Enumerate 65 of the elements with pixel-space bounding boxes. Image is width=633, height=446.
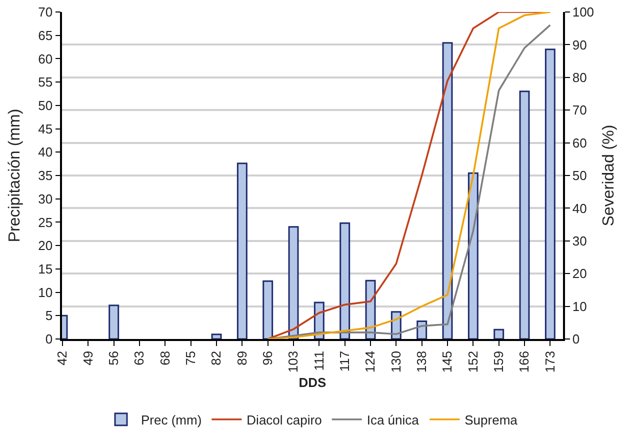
x-tick-label: 96 — [260, 350, 276, 366]
bar — [468, 172, 478, 339]
x-tick-label: 82 — [208, 350, 224, 366]
y2-tick-label: 50 — [572, 168, 587, 184]
y2-tick-label: 10 — [572, 298, 587, 314]
x-axis-title: DDS — [298, 374, 327, 390]
y-tick-label: 0 — [45, 332, 53, 347]
x-tick-label: 89 — [234, 350, 250, 366]
y-tick-label: 45 — [38, 121, 53, 136]
x-tick-label: 42 — [54, 350, 70, 366]
y-tick-label: 60 — [38, 51, 53, 66]
bar — [519, 90, 530, 339]
x-tick-label: 63 — [132, 350, 147, 366]
bar — [211, 334, 222, 339]
y2-tick-label: 20 — [572, 266, 587, 282]
y2-tick-label: 40 — [572, 200, 587, 216]
y2-tick-label: 30 — [572, 233, 587, 248]
x-tick-label: 49 — [80, 350, 96, 366]
bar — [544, 48, 556, 339]
x-tick-label: 130 — [388, 350, 404, 373]
x-tick-label: 145 — [440, 350, 455, 373]
y-tick-label: 65 — [38, 28, 53, 43]
x-tick-label: 68 — [157, 350, 172, 366]
y-tick-label: 70 — [38, 4, 53, 20]
bar — [442, 42, 453, 339]
y-axis-title: Precipitación (mm) — [6, 108, 24, 242]
y2-tick-label: 0 — [572, 332, 580, 347]
x-tick-label: 124 — [362, 350, 378, 373]
x-tick-label: 138 — [414, 350, 430, 373]
x-tick-label: 103 — [286, 350, 301, 373]
y2-tick-label: 80 — [572, 70, 587, 85]
y-tick-label: 10 — [38, 284, 53, 300]
legend-label: Prec (mm) — [141, 412, 202, 428]
y-tick-label: 40 — [38, 144, 53, 160]
y-tick-label: 25 — [38, 214, 53, 230]
bar — [288, 226, 299, 339]
bar — [416, 320, 428, 339]
x-tick-label: 159 — [491, 350, 506, 373]
legend-label: Diacol capiro — [246, 412, 322, 428]
y-tick-label: 35 — [38, 168, 53, 184]
x-tick-label: 152 — [465, 350, 480, 373]
y2-tick-label: 90 — [572, 37, 587, 52]
bar — [262, 280, 274, 339]
x-tick-label: 117 — [337, 350, 352, 372]
x-tick-label: 111 — [311, 350, 326, 371]
x-tick-label: 75 — [183, 350, 198, 366]
y2-tick-label: 100 — [572, 4, 594, 20]
legend-label: Ica única — [366, 412, 420, 428]
y2-tick-label: 70 — [572, 102, 587, 118]
bar — [108, 304, 120, 339]
y-tick-label: 50 — [38, 98, 53, 113]
y-tick-label: 20 — [38, 238, 53, 254]
legend-label: Suprema — [464, 412, 518, 428]
y-tick-label: 30 — [38, 191, 53, 206]
x-tick-label: 173 — [542, 350, 558, 373]
x-tick-label: 166 — [516, 350, 532, 373]
bar — [494, 328, 504, 339]
bar — [236, 162, 248, 339]
bar — [340, 222, 350, 339]
y2-axis-title: Severidad (%) — [600, 124, 618, 226]
y-tick-label: 55 — [38, 74, 53, 90]
y-tick-label: 5 — [45, 308, 53, 324]
x-tick-label: 56 — [106, 350, 122, 366]
y2-tick-label: 60 — [572, 135, 587, 150]
y-tick-label: 15 — [38, 261, 53, 276]
